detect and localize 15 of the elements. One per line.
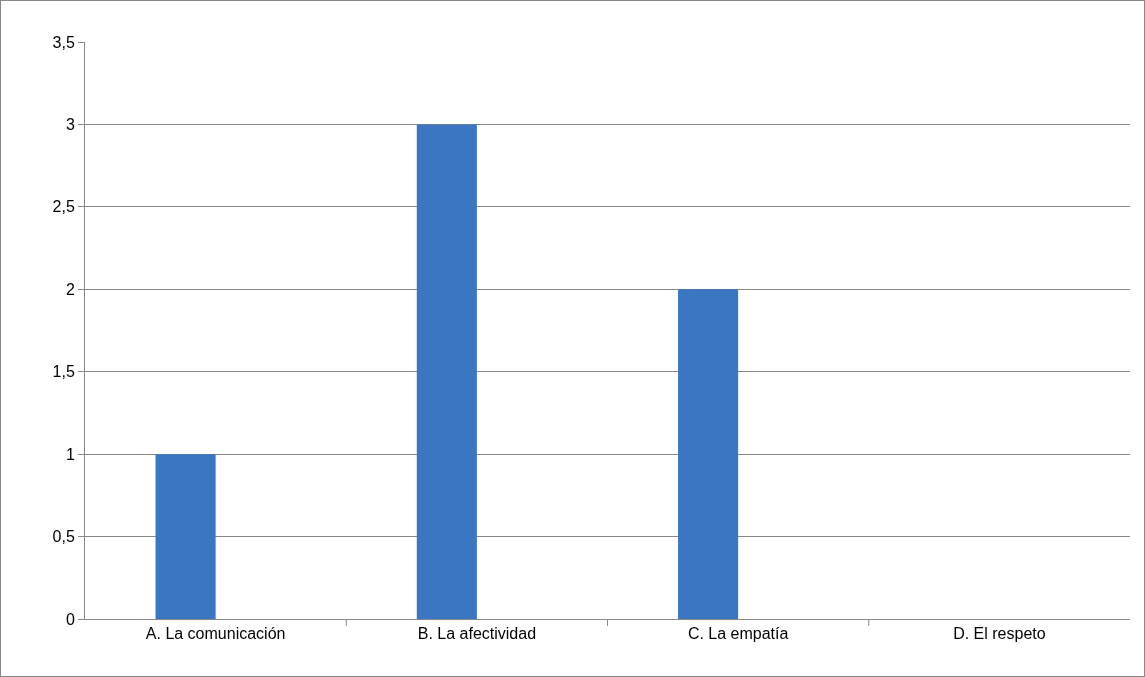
y-tick-label: 3 [65, 116, 75, 134]
y-tick-label: 0 [65, 610, 75, 628]
y-tick-label: 0,5 [52, 528, 75, 546]
y-tick-label: 1 [65, 445, 75, 463]
y-tick-label: 3,5 [52, 33, 75, 51]
y-tick-label: 2,5 [52, 198, 75, 216]
bar [678, 289, 739, 619]
x-tick-label: C. La empatía [687, 625, 789, 643]
x-tick-label: A. La comunicación [145, 625, 286, 643]
y-tick-label: 1,5 [52, 363, 75, 381]
x-tick-label: B. La afectividad [417, 625, 537, 643]
bar [416, 124, 477, 619]
x-tick-label: D. El respeto [953, 625, 1046, 643]
bar [155, 454, 216, 619]
y-tick-label: 2 [65, 280, 75, 298]
